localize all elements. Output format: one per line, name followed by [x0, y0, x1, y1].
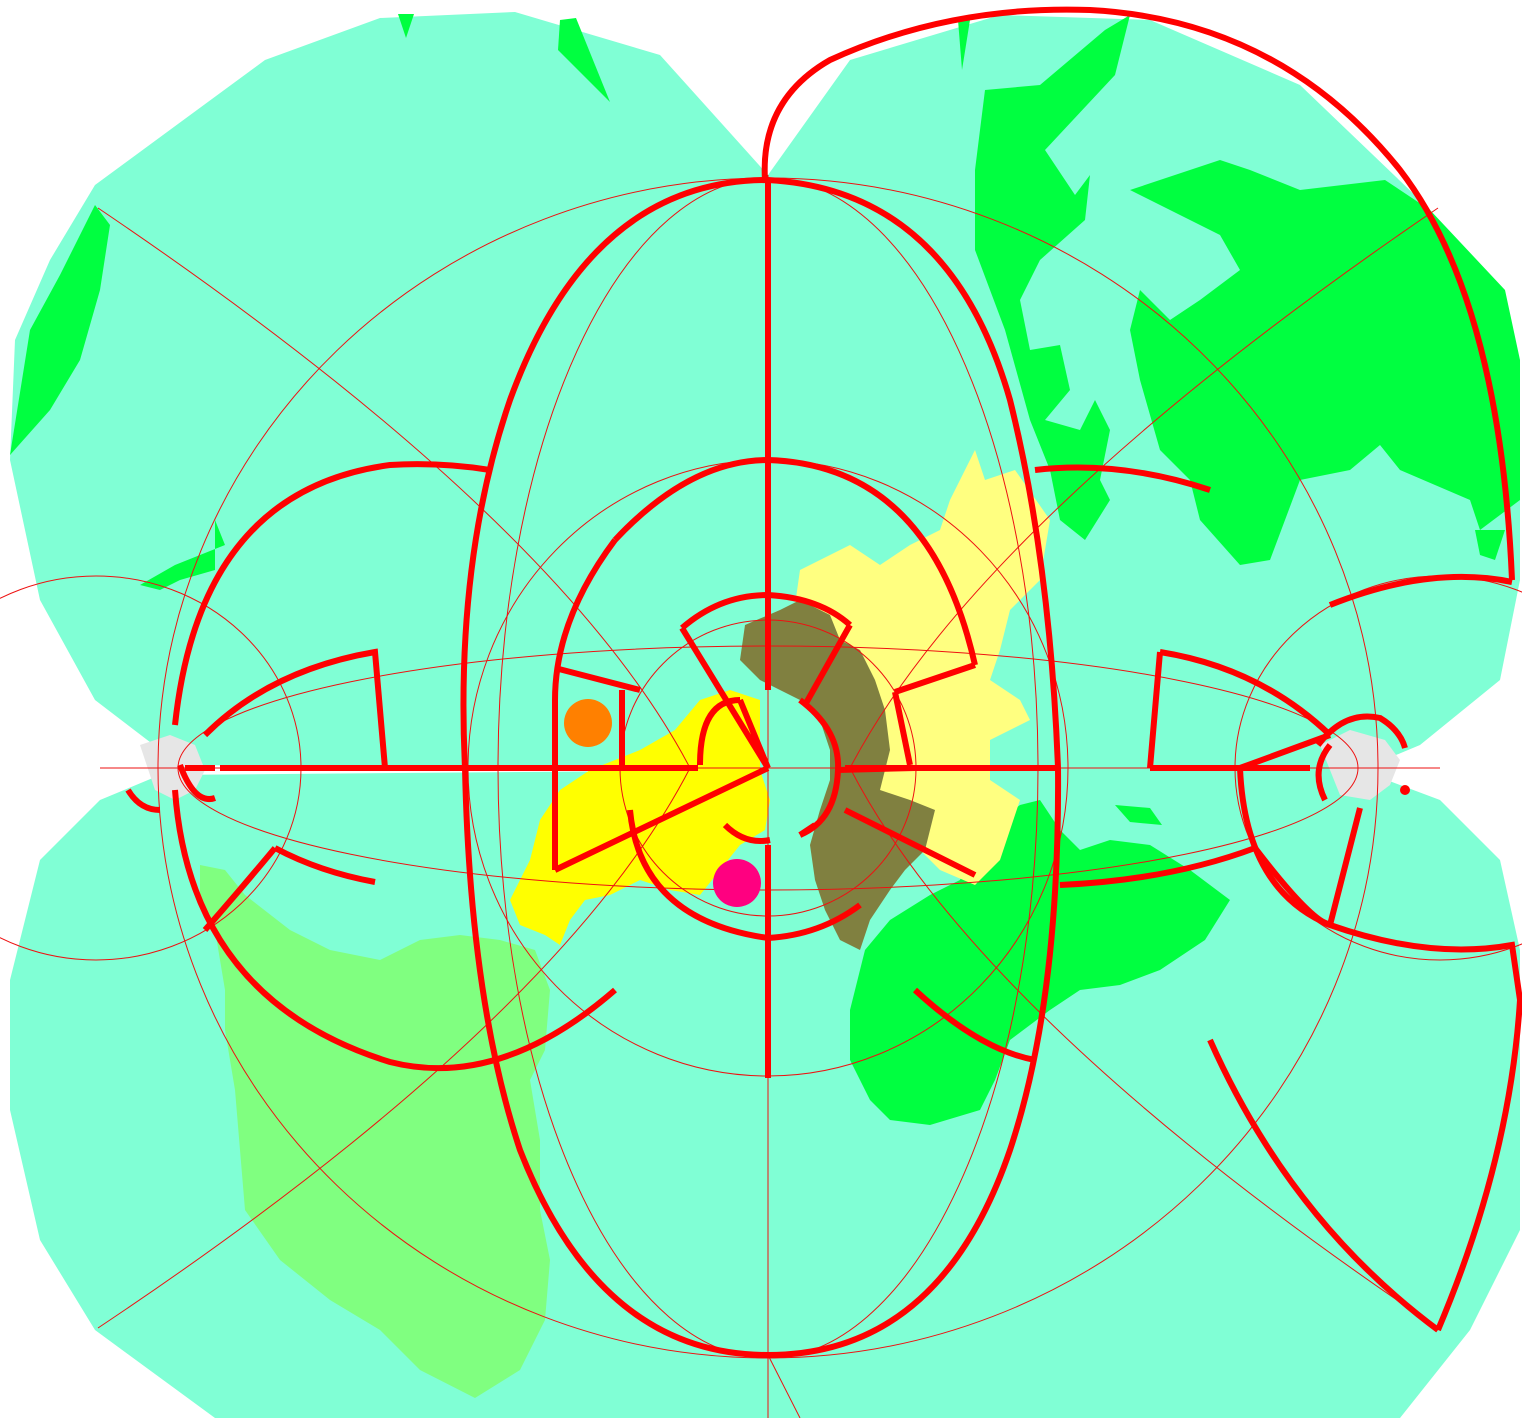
land-layer	[10, 14, 1520, 1398]
boundary-mid-arc-right	[1034, 464, 1211, 493]
landmass-southeast-islet	[1115, 805, 1162, 825]
landmass-southeast-continent	[850, 800, 1230, 1125]
boundary-center-top-arc	[612, 456, 978, 666]
landmass-northeast-chain	[975, 15, 1130, 540]
landmass-west-strip	[10, 205, 110, 455]
landmass-southwest-continent	[200, 865, 550, 1398]
landmass-top-center	[958, 20, 970, 70]
boundary-right-inner-ring	[1238, 732, 1363, 928]
boundary-center-bottom-arc	[627, 809, 862, 942]
boundary-pole-left	[125, 763, 216, 813]
boundary-mid-arc-left-low	[172, 789, 617, 1072]
landmass-small-islands	[140, 520, 225, 590]
landmass-top-sliver-2	[558, 18, 610, 102]
boundary-central-oval	[460, 177, 1062, 1359]
ocean-lobe-top-left	[10, 12, 768, 770]
boundary-layer	[125, 6, 1522, 1359]
pole-gap-right	[1320, 730, 1400, 800]
boundary-center-spokes	[553, 623, 977, 878]
boundary-right-inner-arc	[1059, 649, 1333, 888]
boundary-pole-right	[1315, 713, 1408, 802]
pole-dot	[1400, 785, 1410, 795]
boundary-mid-arc-right-low	[912, 987, 1036, 1063]
boundary-right-lobe-arc	[1207, 573, 1522, 1333]
landmass-central-yellow	[510, 690, 770, 945]
magenta-marker[interactable]	[713, 859, 761, 907]
boundary-left-inner-arc	[202, 648, 388, 932]
marker-layer	[564, 699, 1410, 907]
boundary-mid-arc-left	[172, 461, 491, 726]
landmass-central-pale-yellow	[790, 450, 1050, 885]
graticule-line	[767, 1354, 801, 1418]
landmass-east-continent	[1130, 160, 1520, 565]
boundary-center-inner-oval	[552, 538, 618, 870]
landmass-top-sliver-1	[398, 14, 414, 38]
boundary-outer-right-lobe	[761, 6, 1515, 581]
orange-marker[interactable]	[564, 699, 612, 747]
landmass-east-islet	[1475, 530, 1505, 560]
